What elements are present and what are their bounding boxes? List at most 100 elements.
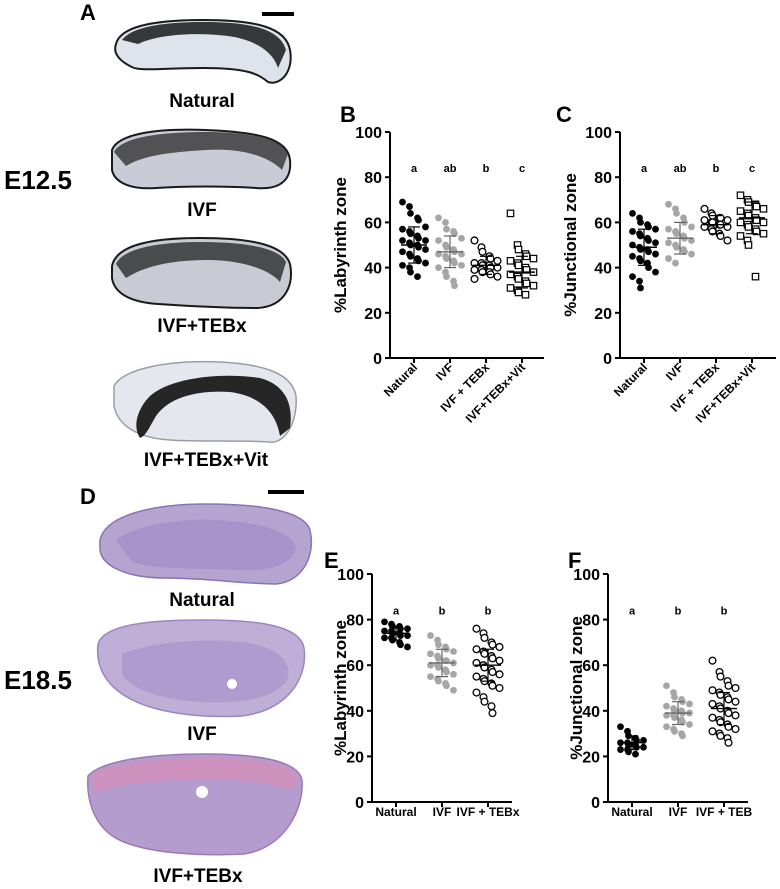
data-point: [708, 656, 717, 665]
data-point: [723, 216, 732, 225]
panel-label-f: F: [568, 548, 582, 573]
section-caption-d-2: IVF: [187, 724, 217, 745]
section-image-a-natural: [114, 18, 292, 84]
data-point: [736, 207, 745, 215]
data-point: [700, 204, 709, 213]
data-point: [744, 223, 753, 231]
data-point: [736, 191, 745, 200]
data-point: [688, 250, 695, 258]
data-point: [672, 259, 679, 267]
data-point: [427, 632, 434, 639]
data-point: [724, 709, 733, 718]
significance-letter: b: [675, 605, 682, 617]
data-point: [700, 216, 709, 225]
y-axis-label: %Labyrinth zone: [331, 620, 350, 756]
data-point: [415, 234, 422, 242]
category-label: IVF + TEB: [696, 805, 753, 819]
data-point: [472, 672, 481, 681]
data-point: [671, 693, 678, 701]
data-point: [495, 656, 504, 665]
category-label: IVF: [433, 805, 452, 819]
y-axis-label: %Labyrinth zone: [331, 177, 350, 313]
data-point: [708, 713, 717, 722]
data-point: [529, 254, 538, 263]
significance-letter: a: [629, 605, 636, 617]
data-point: [451, 282, 458, 290]
category-label: Natural: [611, 805, 652, 819]
y-tick-label: 0: [373, 351, 382, 368]
data-point: [443, 668, 450, 676]
chart-b: %Labyrinth zone 0 20 40 60 80 100 Natural a IVF ab…: [331, 125, 544, 426]
data-point: [731, 711, 740, 720]
data-point: [488, 667, 497, 677]
data-point: [759, 218, 768, 227]
data-point: [632, 750, 639, 758]
data-point: [488, 654, 497, 663]
data-point: [716, 672, 725, 681]
data-point: [665, 225, 672, 233]
data-point: [435, 677, 442, 685]
significance-letter: a: [393, 605, 400, 617]
data-point: [435, 237, 442, 244]
significance-letter: ab: [674, 163, 687, 175]
significance-letter: b: [721, 605, 728, 617]
significance-letter: c: [749, 163, 755, 175]
data-point: [427, 673, 434, 680]
y-tick-label: 0: [355, 795, 364, 812]
data-point: [399, 225, 406, 233]
data-point: [673, 243, 680, 251]
data-point: [506, 209, 515, 218]
data-point: [399, 261, 406, 269]
data-point: [435, 641, 442, 649]
y-axis-label: %Junctional zone: [561, 173, 580, 317]
data-point: [472, 645, 481, 654]
scale-bar-d: [268, 490, 304, 494]
data-point: [629, 209, 636, 217]
section-caption-a-4: IVF+TEBx+Vit: [143, 450, 269, 471]
data-point: [679, 732, 686, 740]
chart-f: %Junctional zone 0 20 40 60 80 100 Natural a IVF b…: [567, 567, 753, 819]
data-point: [399, 198, 406, 206]
data-point: [487, 702, 496, 711]
chart-e: %Labyrinth zone 0 20 40 60 80 100 Natural a IVF b I…: [331, 567, 520, 819]
data-point: [407, 209, 414, 217]
data-point: [652, 268, 659, 276]
data-point: [407, 268, 414, 276]
data-point: [415, 216, 422, 224]
significance-letter: b: [713, 163, 720, 175]
data-point: [470, 274, 479, 283]
data-point: [470, 236, 479, 245]
data-point: [450, 670, 457, 678]
significance-letter: a: [411, 163, 418, 175]
data-point: [458, 261, 465, 269]
section-image-d-teb: [87, 753, 303, 856]
data-point: [751, 272, 760, 281]
category-label: IVF: [669, 805, 688, 819]
y-tick-label: 80: [346, 613, 364, 630]
data-point: [708, 686, 717, 695]
y-tick-label: 80: [582, 613, 600, 630]
data-point: [663, 723, 670, 731]
data-point: [629, 273, 636, 281]
data-point: [514, 261, 523, 270]
data-point: [422, 223, 429, 231]
data-point: [480, 649, 489, 658]
data-point: [381, 634, 388, 642]
data-point: [488, 640, 497, 649]
data-point: [652, 239, 659, 247]
data-point: [617, 723, 624, 731]
data-point: [427, 650, 434, 658]
scale-bar-a: [262, 12, 294, 16]
data-point: [480, 697, 489, 706]
data-point: [522, 279, 531, 288]
data-point: [472, 624, 481, 633]
panel-label-d: D: [80, 484, 96, 509]
y-tick-label: 60: [364, 215, 382, 232]
data-point: [435, 664, 442, 671]
y-tick-label: 0: [603, 351, 612, 368]
data-point: [716, 731, 725, 740]
data-point: [637, 284, 644, 292]
y-tick-label: 40: [364, 261, 382, 278]
y-tick-label: 20: [594, 306, 612, 323]
y-tick-label: 20: [364, 306, 382, 323]
